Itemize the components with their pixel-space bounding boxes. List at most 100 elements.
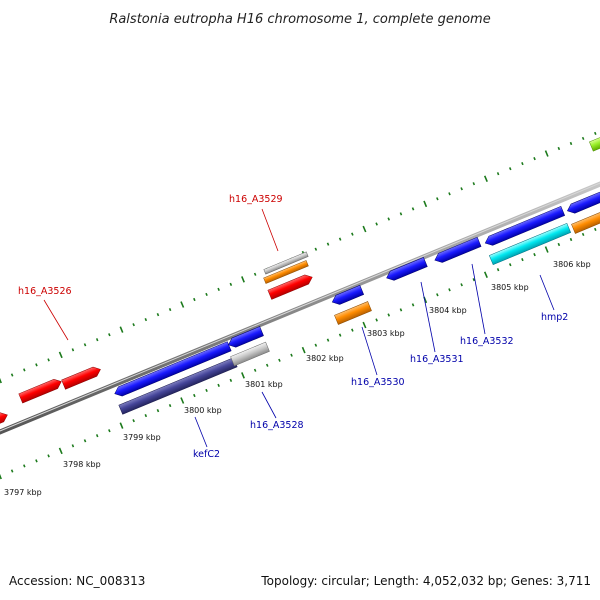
scale-tick — [314, 247, 318, 251]
gene-feature[interactable] — [565, 190, 600, 216]
scale-tick — [448, 288, 451, 292]
scale-tick — [205, 292, 208, 297]
reverse-genes — [113, 190, 600, 415]
leader-line — [261, 208, 279, 252]
scale-tick — [58, 351, 63, 359]
gene-feature[interactable] — [113, 341, 232, 399]
scale-tick — [119, 326, 124, 333]
scale-tick — [290, 353, 293, 357]
leader-line — [43, 299, 69, 341]
gene-feature[interactable] — [267, 273, 314, 300]
gene-label-h16-a3528[interactable]: h16_A3528 — [250, 420, 304, 431]
scale-tick — [253, 368, 257, 372]
gene-feature[interactable] — [589, 136, 600, 152]
scale-tick — [557, 242, 561, 247]
gene-feature[interactable] — [488, 222, 572, 266]
gene-labels: h16_A3526 h16_A3529 kefC2 h16_A3528 h16_… — [18, 194, 568, 460]
genome-summary-text: Topology: circular; Length: 4,052,032 bp… — [260, 574, 591, 588]
scale-tick — [314, 343, 318, 347]
scale-tick — [108, 429, 111, 433]
leader-line — [194, 416, 208, 448]
kbp-label: 3801 kbp — [245, 380, 283, 389]
gene-label-kefc2[interactable]: kefC2 — [193, 449, 220, 460]
kbp-label: 3798 kbp — [63, 460, 101, 469]
scale-tick — [168, 308, 172, 312]
kbp-label: 3800 kbp — [184, 406, 222, 415]
scale-tick — [436, 293, 439, 297]
scale-tick — [521, 258, 524, 262]
kbp-label: 3802 kbp — [306, 354, 344, 363]
gene-feature[interactable] — [385, 257, 428, 282]
gene-feature[interactable] — [330, 284, 365, 306]
scale-tick — [217, 287, 220, 292]
scale-tick — [71, 444, 75, 448]
leader-line — [420, 281, 436, 353]
scale-tick — [460, 283, 463, 287]
gene-feature[interactable] — [433, 236, 482, 265]
gene-feature[interactable] — [263, 251, 309, 275]
chromosome-backbone — [0, 181, 600, 435]
gene-feature[interactable] — [483, 205, 566, 247]
scale-tick — [399, 212, 403, 216]
scale-tick — [375, 318, 378, 322]
gene-label-hmp2[interactable]: hmp2 — [541, 312, 568, 323]
scale-tick — [544, 150, 549, 157]
gene-feature[interactable] — [118, 357, 238, 415]
scale-tick — [375, 222, 378, 226]
scale-tick — [23, 368, 26, 372]
scale-tick — [0, 377, 2, 384]
gene-feature[interactable] — [61, 365, 103, 390]
scale-tick — [180, 301, 185, 308]
scale-tick — [436, 197, 439, 201]
scale-tick — [411, 303, 415, 307]
gene-label-h16-a3530[interactable]: h16_A3530 — [351, 377, 405, 388]
scale-tick — [156, 408, 160, 413]
scale-tick — [193, 297, 196, 302]
kbp-label: 3797 kbp — [4, 488, 42, 497]
scale-tick — [156, 312, 160, 317]
kbp-label: 3805 kbp — [491, 283, 529, 292]
scale-tick — [108, 333, 111, 337]
scale-tick — [533, 156, 536, 161]
kbp-label: 3804 kbp — [429, 306, 467, 315]
scale-tick — [71, 348, 75, 352]
leader-line — [261, 391, 277, 419]
scale-tick — [83, 343, 87, 347]
gene-feature[interactable] — [334, 301, 372, 325]
gene-label-h16-a3526[interactable]: h16_A3526 — [18, 286, 72, 297]
gene-label-h16-a3532[interactable]: h16_A3532 — [460, 336, 514, 347]
kbp-label: 3803 kbp — [367, 329, 405, 338]
inner-tick-track — [0, 227, 597, 480]
scale-tick — [387, 217, 391, 221]
gene-label-h16-a3529[interactable]: h16_A3529 — [229, 194, 283, 205]
gene-feature[interactable] — [226, 326, 264, 349]
scale-tick — [83, 439, 87, 443]
gene-feature[interactable] — [571, 208, 600, 234]
gene-feature[interactable] — [18, 377, 63, 404]
scale-tick — [387, 313, 391, 317]
leader-line — [471, 263, 486, 335]
scale-tick — [483, 175, 488, 183]
scale-tick — [47, 358, 50, 362]
scale-tick — [448, 192, 451, 196]
scale-tick — [496, 172, 500, 176]
scale-tick — [241, 372, 245, 379]
scale-tick — [132, 323, 135, 327]
forward-genes — [0, 136, 600, 427]
map-title: Ralstonia eutropha H16 chromosome 1, com… — [109, 12, 490, 27]
scale-tick — [338, 237, 342, 241]
scale-tick — [95, 338, 99, 342]
scale-tick — [301, 346, 306, 354]
scale-tick — [460, 187, 463, 191]
gene-feature[interactable] — [0, 410, 9, 427]
scale-tick — [326, 242, 330, 246]
scale-tick — [351, 328, 354, 332]
leader-line — [539, 274, 555, 311]
gene-label-h16-a3531[interactable]: h16_A3531 — [410, 354, 464, 365]
scale-tick — [144, 414, 148, 418]
scale-tick — [483, 271, 488, 279]
scale-tick — [362, 321, 367, 329]
gene-feature[interactable] — [230, 341, 270, 367]
gene-feature[interactable] — [263, 260, 309, 284]
